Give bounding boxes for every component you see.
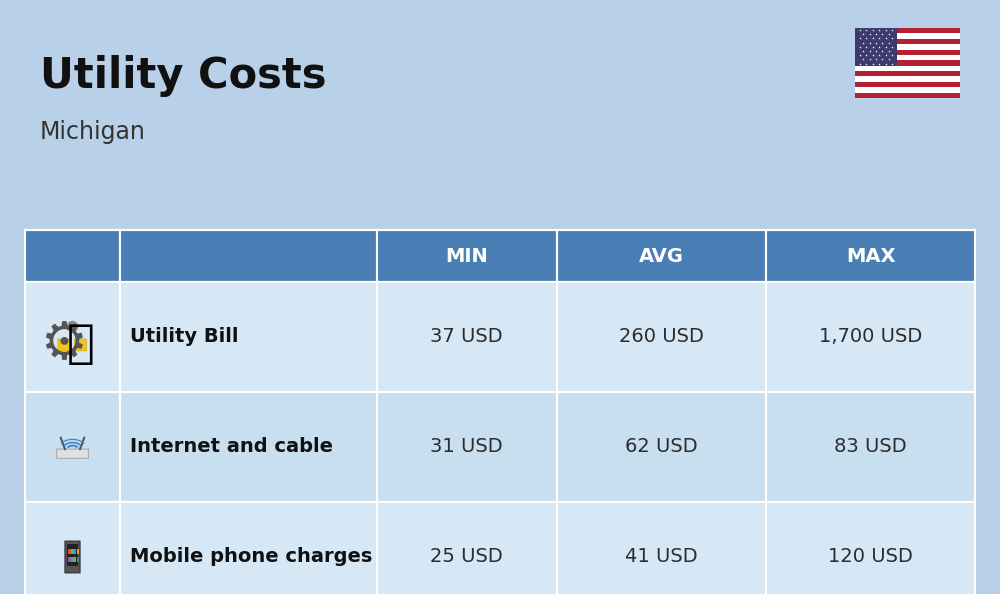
Text: 25 USD: 25 USD [430,548,503,567]
Text: 31 USD: 31 USD [430,438,503,457]
Text: 37 USD: 37 USD [430,327,503,346]
Bar [67,545,78,566]
Text: 260 USD: 260 USD [619,327,704,346]
Text: 62 USD: 62 USD [625,438,698,457]
Bar [25,230,120,282]
Bar [77,549,79,554]
Bar [855,93,960,98]
Bar [25,392,975,502]
FancyBboxPatch shape [58,339,70,351]
Bar [855,28,897,66]
Text: MIN: MIN [445,247,488,266]
Bar [25,502,975,594]
Text: Utility Bill: Utility Bill [130,327,239,346]
Text: 83 USD: 83 USD [834,438,907,457]
FancyBboxPatch shape [75,339,86,351]
FancyBboxPatch shape [65,541,80,573]
Bar [855,33,960,39]
Bar [855,61,960,66]
Text: AVG: AVG [639,247,684,266]
FancyBboxPatch shape [57,449,88,459]
Bar [855,28,960,33]
Bar [25,282,975,392]
Bar [120,230,376,282]
Text: Michigan: Michigan [40,120,146,144]
Bar [77,557,79,562]
Bar [855,49,960,55]
Bar [68,549,71,554]
Bar [74,549,76,554]
Bar [855,39,960,44]
Text: 41 USD: 41 USD [625,548,698,567]
Circle shape [67,321,78,331]
Bar [855,82,960,87]
Bar [855,77,960,82]
Bar [376,230,557,282]
Bar [74,557,76,562]
Text: MAX: MAX [846,247,895,266]
Bar [855,71,960,77]
Bar [855,87,960,93]
Text: 🔌: 🔌 [67,323,94,368]
Text: ⚙: ⚙ [40,320,87,370]
Bar [68,557,71,562]
Bar [71,557,74,562]
Text: Internet and cable: Internet and cable [130,438,333,457]
Text: 120 USD: 120 USD [828,548,913,567]
Text: Mobile phone charges: Mobile phone charges [130,548,372,567]
Bar [71,549,74,554]
Text: 1,700 USD: 1,700 USD [819,327,922,346]
Bar [855,66,960,71]
Text: Utility Costs: Utility Costs [40,55,326,97]
Bar [855,28,960,98]
Bar [766,230,975,282]
Bar [855,44,960,49]
Bar [557,230,766,282]
Bar [855,55,960,61]
